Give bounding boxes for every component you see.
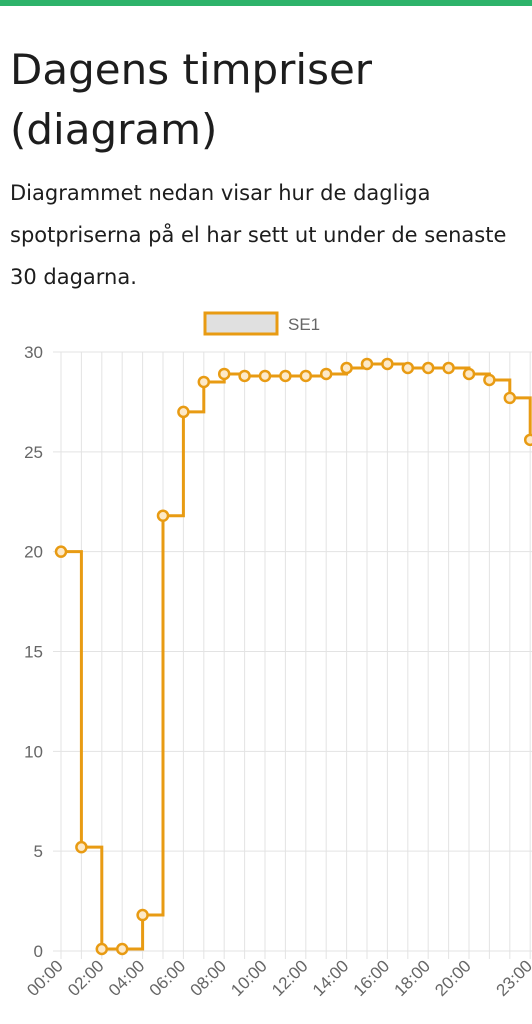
data-point — [503, 391, 517, 405]
data-point — [279, 369, 292, 383]
intro-line: 30 dagarna. — [10, 265, 137, 289]
data-point — [462, 367, 476, 381]
legend-label: SE1 — [288, 315, 320, 334]
data-point — [95, 942, 109, 956]
x-tick-label: 16:00 — [350, 956, 394, 1000]
data-point — [483, 373, 496, 387]
price-chart-svg: 0 5 10 15 20 25 30 00:0002:0004:0006:0008:0010:… — [23, 311, 532, 1000]
x-tick-label: 23:00 — [493, 956, 532, 1000]
y-tick-label: 15 — [24, 643, 43, 662]
x-tick-label: 12:00 — [268, 956, 312, 1000]
x-tick-label: 02:00 — [64, 956, 108, 1000]
data-point — [115, 942, 129, 956]
data-point — [360, 357, 374, 371]
data-point — [217, 367, 231, 381]
legend-swatch — [203, 311, 279, 336]
x-tick-label: 00:00 — [23, 956, 67, 1000]
data-point — [442, 361, 455, 375]
data-point — [156, 509, 170, 522]
x-tick-label: 18:00 — [391, 956, 435, 1000]
data-point — [299, 369, 313, 383]
y-tick-label: 25 — [24, 443, 43, 462]
data-point — [136, 908, 149, 922]
y-tick-label: 30 — [24, 343, 43, 362]
x-tick-label: 04:00 — [105, 956, 149, 1000]
data-point — [401, 361, 415, 375]
x-tick-label: 06:00 — [146, 956, 190, 1000]
data-point — [319, 367, 333, 381]
y-tick-label: 5 — [34, 842, 43, 861]
y-tick-label: 10 — [24, 742, 43, 761]
intro-line: Diagrammet nedan visar hur de dagliga — [10, 181, 431, 205]
intro-line: spotpriserna på el har sett ut under de … — [10, 223, 507, 247]
data-point — [238, 369, 251, 383]
data-point — [340, 361, 353, 375]
page-title: Dagens timpriser (diagram) — [10, 45, 373, 154]
data-point — [177, 405, 190, 419]
x-tick-label: 08:00 — [187, 956, 231, 1000]
data-point — [258, 369, 272, 383]
x-tick-label: 14:00 — [309, 956, 353, 1000]
data-point — [523, 433, 532, 447]
x-tick-label: 10:00 — [227, 956, 271, 1000]
data-point — [75, 840, 88, 854]
data-point — [197, 375, 211, 389]
data-point — [381, 357, 394, 371]
y-tick-label: 20 — [24, 543, 43, 562]
x-tick-label: 20:00 — [431, 956, 475, 1000]
data-point — [421, 361, 435, 375]
intro-text: Diagrammet nedan visar hur de dagliga sp… — [10, 172, 532, 298]
y-tick-label: 0 — [34, 942, 43, 961]
top-accent-bar — [0, 0, 532, 6]
data-point — [54, 545, 68, 558]
price-chart: 0 5 10 15 20 25 30 00:00 02:00 04:00 06:00 08:00 10:… — [0, 300, 532, 1024]
